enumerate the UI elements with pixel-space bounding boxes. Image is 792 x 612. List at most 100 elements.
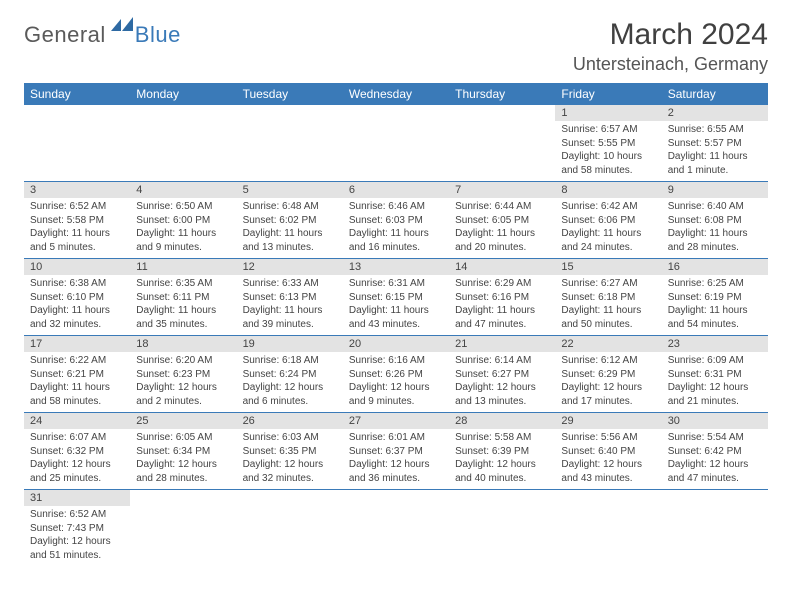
calendar-cell: 3Sunrise: 6:52 AMSunset: 5:58 PMDaylight… [24,182,130,259]
day-details: Sunrise: 6:44 AMSunset: 6:05 PMDaylight:… [449,198,555,258]
day-details: Sunrise: 6:27 AMSunset: 6:18 PMDaylight:… [555,275,661,335]
sunrise-line: Sunrise: 6:20 AM [136,354,230,368]
day-details: Sunrise: 6:33 AMSunset: 6:13 PMDaylight:… [237,275,343,335]
day-details: Sunrise: 6:57 AMSunset: 5:55 PMDaylight:… [555,121,661,181]
calendar-cell: 29Sunrise: 5:56 AMSunset: 6:40 PMDayligh… [555,413,661,490]
day-number: 7 [449,182,555,198]
sunrise-line: Sunrise: 6:05 AM [136,431,230,445]
day-details: Sunrise: 6:46 AMSunset: 6:03 PMDaylight:… [343,198,449,258]
day-header: Sunday [24,83,130,105]
calendar-cell: 2Sunrise: 6:55 AMSunset: 5:57 PMDaylight… [662,105,768,182]
calendar-table: SundayMondayTuesdayWednesdayThursdayFrid… [24,83,768,566]
day-header: Tuesday [237,83,343,105]
day-number: 10 [24,259,130,275]
day-details: Sunrise: 6:18 AMSunset: 6:24 PMDaylight:… [237,352,343,412]
sunset-line: Sunset: 5:57 PM [668,137,762,151]
daylight-line: Daylight: 12 hours and 2 minutes. [136,381,230,408]
day-details: Sunrise: 6:52 AMSunset: 7:43 PMDaylight:… [24,506,130,566]
calendar-cell [343,490,449,567]
day-details: Sunrise: 6:31 AMSunset: 6:15 PMDaylight:… [343,275,449,335]
sunrise-line: Sunrise: 6:52 AM [30,200,124,214]
day-header: Wednesday [343,83,449,105]
sunrise-line: Sunrise: 6:38 AM [30,277,124,291]
day-details: Sunrise: 6:07 AMSunset: 6:32 PMDaylight:… [24,429,130,489]
calendar-week: 31Sunrise: 6:52 AMSunset: 7:43 PMDayligh… [24,490,768,567]
daylight-line: Daylight: 12 hours and 32 minutes. [243,458,337,485]
day-header: Saturday [662,83,768,105]
day-details: Sunrise: 5:54 AMSunset: 6:42 PMDaylight:… [662,429,768,489]
sunset-line: Sunset: 6:15 PM [349,291,443,305]
sunrise-line: Sunrise: 6:09 AM [668,354,762,368]
calendar-cell: 27Sunrise: 6:01 AMSunset: 6:37 PMDayligh… [343,413,449,490]
sunrise-line: Sunrise: 6:50 AM [136,200,230,214]
calendar-week: 10Sunrise: 6:38 AMSunset: 6:10 PMDayligh… [24,259,768,336]
day-number: 21 [449,336,555,352]
sunrise-line: Sunrise: 6:18 AM [243,354,337,368]
sunset-line: Sunset: 6:16 PM [455,291,549,305]
day-details: Sunrise: 6:40 AMSunset: 6:08 PMDaylight:… [662,198,768,258]
sunrise-line: Sunrise: 6:44 AM [455,200,549,214]
calendar-cell [555,490,661,567]
daylight-line: Daylight: 12 hours and 25 minutes. [30,458,124,485]
day-number: 5 [237,182,343,198]
day-number: 27 [343,413,449,429]
day-number: 28 [449,413,555,429]
day-number: 23 [662,336,768,352]
calendar-cell: 23Sunrise: 6:09 AMSunset: 6:31 PMDayligh… [662,336,768,413]
sunset-line: Sunset: 6:27 PM [455,368,549,382]
day-details: Sunrise: 6:38 AMSunset: 6:10 PMDaylight:… [24,275,130,335]
day-number: 18 [130,336,236,352]
sunset-line: Sunset: 6:08 PM [668,214,762,228]
calendar-cell: 20Sunrise: 6:16 AMSunset: 6:26 PMDayligh… [343,336,449,413]
logo-text-blue: Blue [135,22,181,48]
day-details: Sunrise: 6:05 AMSunset: 6:34 PMDaylight:… [130,429,236,489]
calendar-cell: 16Sunrise: 6:25 AMSunset: 6:19 PMDayligh… [662,259,768,336]
daylight-line: Daylight: 11 hours and 28 minutes. [668,227,762,254]
calendar-cell: 4Sunrise: 6:50 AMSunset: 6:00 PMDaylight… [130,182,236,259]
sunset-line: Sunset: 5:55 PM [561,137,655,151]
calendar-cell: 31Sunrise: 6:52 AMSunset: 7:43 PMDayligh… [24,490,130,567]
calendar-cell: 30Sunrise: 5:54 AMSunset: 6:42 PMDayligh… [662,413,768,490]
daylight-line: Daylight: 11 hours and 9 minutes. [136,227,230,254]
calendar-cell [449,105,555,182]
calendar-cell: 24Sunrise: 6:07 AMSunset: 6:32 PMDayligh… [24,413,130,490]
sunset-line: Sunset: 6:10 PM [30,291,124,305]
daylight-line: Daylight: 12 hours and 51 minutes. [30,535,124,562]
day-details: Sunrise: 6:55 AMSunset: 5:57 PMDaylight:… [662,121,768,181]
day-number: 30 [662,413,768,429]
day-number: 11 [130,259,236,275]
day-header: Friday [555,83,661,105]
day-number: 3 [24,182,130,198]
calendar-cell [24,105,130,182]
calendar-cell: 26Sunrise: 6:03 AMSunset: 6:35 PMDayligh… [237,413,343,490]
day-number: 9 [662,182,768,198]
sunset-line: Sunset: 6:26 PM [349,368,443,382]
sunrise-line: Sunrise: 5:58 AM [455,431,549,445]
sunset-line: Sunset: 5:58 PM [30,214,124,228]
sunset-line: Sunset: 6:03 PM [349,214,443,228]
sunrise-line: Sunrise: 6:35 AM [136,277,230,291]
calendar-week: 3 Sunrise: 6:52 AMSunset: 5:58 PM Daylight… [24,182,768,259]
sunset-line: Sunset: 6:02 PM [243,214,337,228]
day-details: Sunrise: 6:09 AMSunset: 6:31 PMDaylight:… [662,352,768,412]
day-details: Sunrise: 5:58 AMSunset: 6:39 PMDaylight:… [449,429,555,489]
calendar-cell: 14Sunrise: 6:29 AMSunset: 6:16 PMDayligh… [449,259,555,336]
sunset-line: Sunset: 6:35 PM [243,445,337,459]
day-details: Sunrise: 6:16 AMSunset: 6:26 PMDaylight:… [343,352,449,412]
day-number: 2 [662,105,768,121]
day-details: Sunrise: 6:29 AMSunset: 6:16 PMDaylight:… [449,275,555,335]
calendar-cell: 6Sunrise: 6:46 AMSunset: 6:03 PMDaylight… [343,182,449,259]
day-header: Monday [130,83,236,105]
calendar-cell: 19Sunrise: 6:18 AMSunset: 6:24 PMDayligh… [237,336,343,413]
daylight-line: Daylight: 12 hours and 13 minutes. [455,381,549,408]
daylight-line: Daylight: 11 hours and 58 minutes. [30,381,124,408]
day-details: Sunrise: 6:12 AMSunset: 6:29 PMDaylight:… [555,352,661,412]
sunset-line: Sunset: 6:40 PM [561,445,655,459]
day-number: 13 [343,259,449,275]
calendar-cell [237,490,343,567]
sunrise-line: Sunrise: 6:48 AM [243,200,337,214]
calendar-cell [343,105,449,182]
calendar-cell: 18Sunrise: 6:20 AMSunset: 6:23 PMDayligh… [130,336,236,413]
day-number: 14 [449,259,555,275]
daylight-line: Daylight: 12 hours and 17 minutes. [561,381,655,408]
